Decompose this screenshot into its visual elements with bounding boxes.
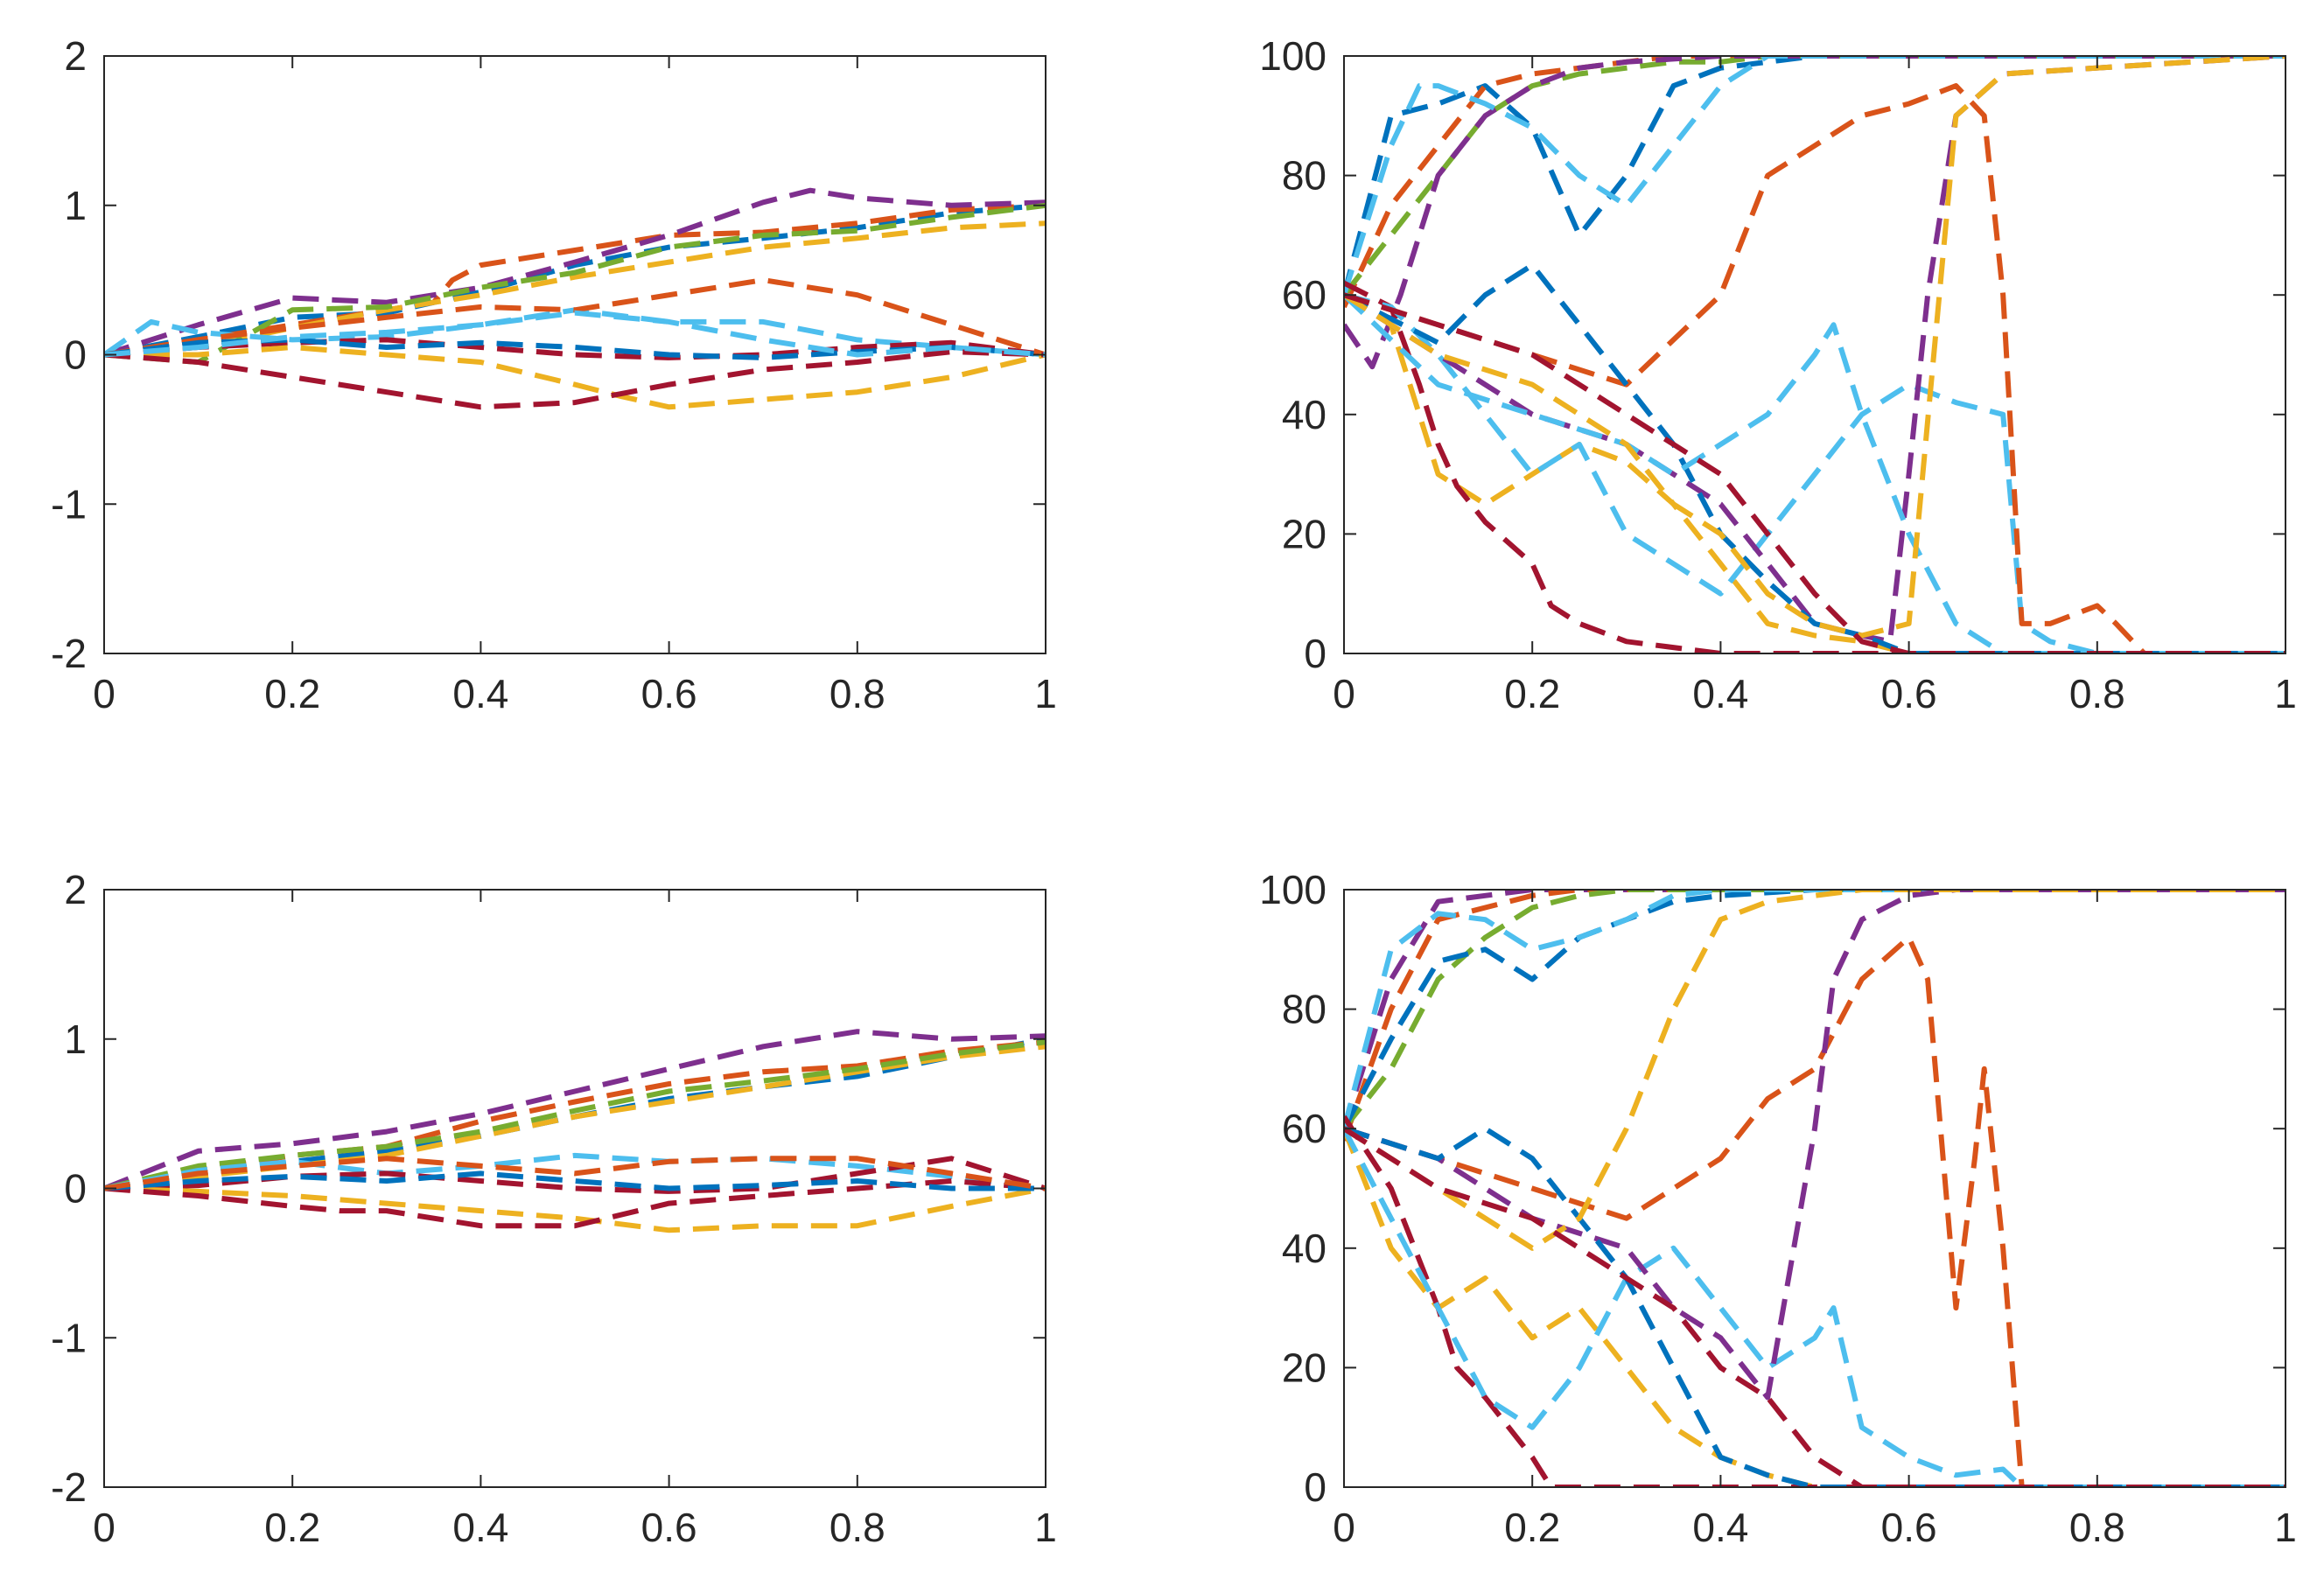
x-tick-label: 0.6 — [1881, 1505, 1937, 1550]
y-tick-label: 80 — [1282, 153, 1326, 199]
x-tick-label: 0.4 — [1692, 671, 1748, 716]
series-line-4 — [1344, 890, 2286, 1130]
panel-top-right: 0 0.2 0.4 0.6 0.8 1 0 20 40 60 80 100 — [1259, 33, 2297, 716]
series-line-9 — [104, 345, 1046, 410]
series-group — [1344, 56, 2286, 653]
series-line-6 — [104, 307, 1046, 358]
series-line-11 — [1344, 1126, 2286, 1487]
x-tick-label: 0.4 — [452, 1505, 508, 1550]
series-line-1 — [1344, 890, 2286, 1130]
x-tick-label: 0.8 — [2069, 671, 2125, 716]
x-tick-label: 0.8 — [830, 1505, 886, 1550]
y-tick-label: 0 — [64, 1166, 87, 1212]
series-line-5 — [1344, 890, 2286, 1129]
panel-bottom-left: 0 0.2 0.4 0.6 0.8 1 -2 -1 0 1 2 — [51, 867, 1057, 1550]
x-tick-label: 0.8 — [2069, 1505, 2125, 1550]
series-group — [104, 1029, 1046, 1233]
series-line-2 — [104, 202, 1046, 358]
x-tick-label: 1 — [2274, 671, 2297, 716]
x-tick-label: 0.6 — [1881, 671, 1937, 716]
series-line-9 — [104, 1178, 1046, 1229]
series-line-8 — [1344, 1127, 2286, 1487]
y-tick-label: 60 — [1282, 272, 1326, 318]
y-tick-label: 2 — [64, 33, 87, 79]
series-line-10 — [1344, 890, 2286, 1401]
series-line-5 — [1344, 56, 2286, 297]
y-tick-label: 0 — [64, 332, 87, 378]
x-tick-label: 1 — [1034, 671, 1057, 716]
x-tick-label: 1 — [1034, 1505, 1057, 1550]
y-tick-label: 0 — [1304, 1464, 1326, 1510]
y-tick-label: 60 — [1282, 1106, 1326, 1151]
series-line-2 — [1344, 890, 2286, 1142]
x-tick-label: 0.2 — [1504, 671, 1560, 716]
y-tick-label: 1 — [64, 1017, 87, 1062]
series-group — [104, 187, 1046, 410]
axes-box — [103, 889, 1046, 1488]
series-line-8 — [104, 277, 1046, 358]
series-line-5 — [104, 202, 1046, 365]
series-line-13 — [1344, 56, 2286, 639]
series-line-8 — [1344, 292, 2286, 653]
y-tick-label: 1 — [64, 183, 87, 228]
series-line-12 — [1344, 293, 2286, 653]
x-tick-label: 0.2 — [264, 1505, 320, 1550]
x-tick-label: 0 — [1333, 671, 1355, 716]
series-line-3 — [1344, 56, 2286, 297]
x-tick-label: 0.2 — [1504, 1505, 1560, 1550]
series-line-5 — [104, 1039, 1046, 1191]
x-tick-label: 0 — [93, 1505, 116, 1550]
series-line-1 — [104, 202, 1046, 358]
series-line-12 — [104, 310, 1046, 358]
y-tick-label: -2 — [51, 1464, 87, 1510]
series-line-4 — [104, 187, 1046, 358]
series-line-14 — [1344, 292, 2286, 653]
y-tick-label: 20 — [1282, 511, 1326, 556]
y-tick-label: 40 — [1282, 1226, 1326, 1271]
x-tick-label: 0.4 — [452, 671, 508, 716]
y-tick-label: -1 — [51, 481, 87, 527]
y-tick-label: 20 — [1282, 1345, 1326, 1390]
x-tick-label: 0.6 — [641, 1505, 697, 1550]
x-tick-label: 0.4 — [1692, 1505, 1748, 1550]
x-tick-label: 0.6 — [641, 671, 697, 716]
y-tick-label: 100 — [1259, 33, 1326, 79]
series-line-7 — [1344, 280, 2286, 653]
axes-box — [1343, 889, 2286, 1488]
series-line-3 — [1344, 890, 2286, 1131]
series-line-11 — [104, 1156, 1046, 1191]
y-tick-label: -1 — [51, 1315, 87, 1360]
series-line-13 — [1344, 1126, 2286, 1487]
x-tick-label: 0 — [93, 671, 116, 716]
series-line-6 — [104, 1152, 1046, 1191]
panel-bottom-right: 0 0.2 0.4 0.6 0.8 1 0 20 40 60 80 100 — [1259, 867, 2297, 1550]
x-tick-label: 0.8 — [830, 671, 886, 716]
series-line-7 — [1344, 1114, 2286, 1487]
series-line-6 — [1344, 1128, 2286, 1487]
series-line-4 — [104, 1029, 1046, 1191]
series-line-9 — [1344, 83, 2286, 653]
y-tick-label: 100 — [1259, 867, 1326, 912]
series-line-2 — [1344, 56, 2286, 309]
x-tick-label: 1 — [2274, 1505, 2297, 1550]
x-tick-label: 0 — [1333, 1505, 1355, 1550]
series-line-9 — [1344, 934, 2286, 1487]
x-tick-label: 0.2 — [264, 671, 320, 716]
panel-top-left: 0 0.2 0.4 0.6 0.8 1 -2 -1 0 1 2 — [51, 33, 1057, 716]
y-tick-label: 0 — [1304, 631, 1326, 676]
series-line-10 — [104, 349, 1046, 410]
y-tick-label: 40 — [1282, 392, 1326, 437]
y-tick-label: -2 — [51, 631, 87, 676]
series-line-1 — [1344, 56, 2286, 296]
axes-box — [1343, 55, 2286, 654]
y-tick-label: 80 — [1282, 987, 1326, 1032]
series-group — [1344, 890, 2286, 1487]
y-tick-label: 2 — [64, 867, 87, 912]
series-line-12 — [1344, 890, 2286, 1251]
